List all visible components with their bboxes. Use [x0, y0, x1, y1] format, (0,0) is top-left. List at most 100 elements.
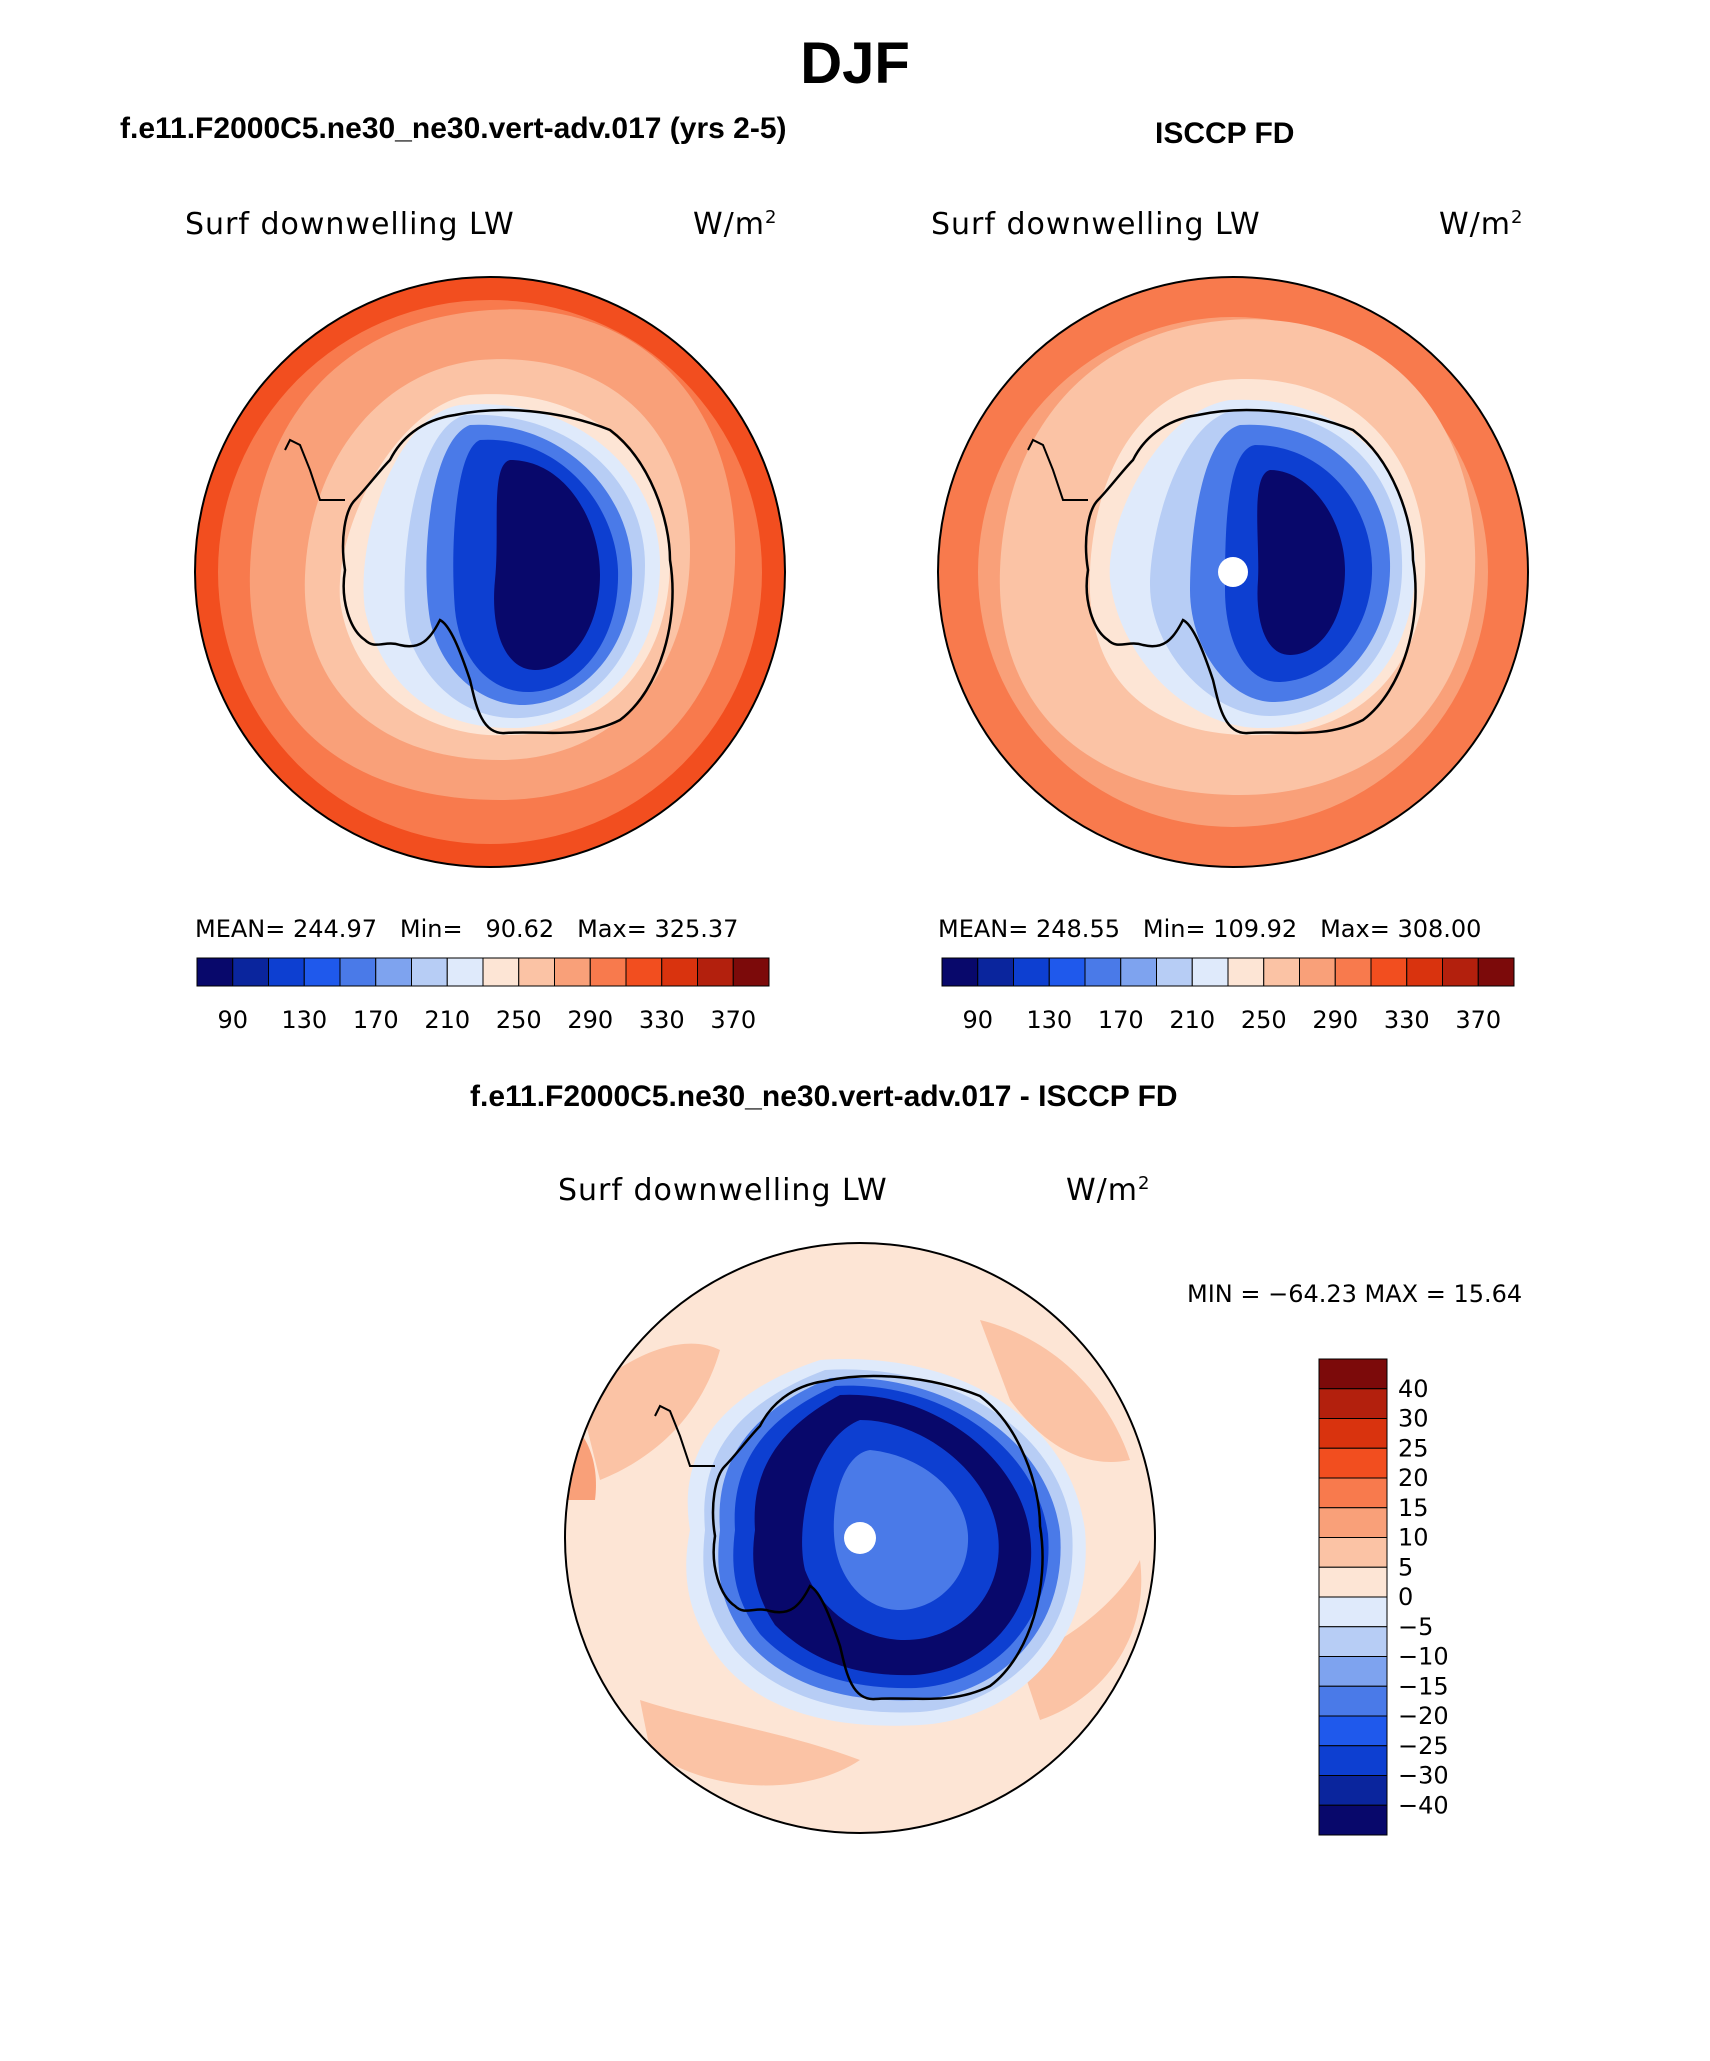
model-panel-title: f.e11.F2000C5.ne30_ne30.vert-adv.017 (yr…	[120, 112, 787, 145]
polar-gap-marker	[1218, 557, 1248, 587]
colorbar-tick-label: 330	[1384, 1006, 1430, 1034]
colorbar-swatch	[977, 957, 1014, 987]
colorbar-swatch	[1318, 1596, 1388, 1628]
colorbar-tick-label: 40	[1398, 1375, 1429, 1403]
diff-variable-label: Surf downwelling LW	[558, 1173, 888, 1208]
colorbar-tick-label: 90	[217, 1006, 248, 1034]
colorbar-swatch	[1370, 957, 1408, 987]
colorbar-swatch	[1048, 957, 1086, 987]
colorbar-tick-label: 15	[1398, 1494, 1429, 1522]
colorbar-swatch	[232, 957, 269, 987]
diff-map-border	[564, 1242, 1156, 1834]
colorbar-swatch	[1318, 1358, 1388, 1390]
colorbar-swatch	[1318, 1537, 1388, 1568]
obs-units-label: W/m2	[1439, 207, 1524, 242]
colorbar-tick-label: −5	[1398, 1613, 1433, 1641]
colorbar-swatch	[1263, 957, 1300, 987]
diff-minmax: MIN = −64.23 MAX = 15.64	[1187, 1280, 1523, 1308]
antarctic-peninsula	[1027, 438, 1088, 501]
colorbar-swatch	[1156, 957, 1193, 987]
colorbar-tick-label: 290	[1312, 1006, 1358, 1034]
colorbar-tick-label: 210	[424, 1006, 470, 1034]
colorbar-swatch	[268, 957, 305, 987]
colorbar-swatch	[1318, 1477, 1388, 1509]
colorbar-tick-label: 10	[1398, 1524, 1429, 1552]
colorbar-swatch	[1318, 1626, 1388, 1657]
colorbar-swatch	[661, 957, 698, 987]
main-title: DJF	[800, 31, 910, 96]
colorbar-tick-label: 130	[1026, 1006, 1072, 1034]
colorbar-swatch	[1191, 957, 1229, 987]
model-variable-label: Surf downwelling LW	[185, 207, 515, 242]
colorbar-tick-label: 25	[1398, 1434, 1429, 1462]
model-stats: MEAN= 244.97 Min= 90.62 Max= 325.37	[195, 915, 739, 943]
obs-variable-label: Surf downwelling LW	[931, 207, 1261, 242]
model-map-border	[194, 276, 786, 868]
colorbar-tick-label: 20	[1398, 1464, 1429, 1492]
colorbar-swatch	[1334, 957, 1372, 987]
colorbar-swatch	[941, 957, 979, 987]
colorbar-tick-label: −40	[1398, 1791, 1449, 1819]
colorbar-swatch	[1318, 1447, 1388, 1479]
obs-colorbar: 90 130 170 210 250 290 330 370	[941, 957, 1515, 1034]
model-colorbar: 90 130 170 210 250 290 330 370	[196, 957, 770, 1034]
colorbar-tick-label: 210	[1169, 1006, 1215, 1034]
antarctica-coastline	[711, 1374, 1044, 1701]
colorbar-swatch	[554, 957, 591, 987]
colorbar-swatch	[411, 957, 448, 987]
polar-gap-marker	[844, 1522, 876, 1554]
obs-panel-title: ISCCP FD	[1155, 117, 1295, 150]
antarctic-peninsula	[284, 438, 345, 501]
colorbar-tick-label: 30	[1398, 1405, 1429, 1433]
colorbar-tick-label: 5	[1398, 1553, 1413, 1581]
colorbar-tick-label: 90	[962, 1006, 993, 1034]
colorbar-swatch	[196, 957, 234, 987]
colorbar-swatch	[1318, 1566, 1388, 1598]
colorbar-tick-label: −20	[1398, 1702, 1449, 1730]
colorbar-swatch	[1120, 957, 1157, 987]
colorbar-swatch	[1084, 957, 1122, 987]
model-units-label: W/m2	[693, 207, 778, 242]
obs-stats: MEAN= 248.55 Min= 109.92 Max= 308.00	[938, 915, 1482, 943]
colorbar-tick-label: −15	[1398, 1672, 1449, 1700]
colorbar-swatch	[518, 957, 555, 987]
obs-map-border	[937, 276, 1529, 868]
colorbar-swatch	[1318, 1804, 1388, 1836]
colorbar-swatch	[625, 957, 663, 987]
colorbar-tick-label: 170	[1098, 1006, 1144, 1034]
colorbar-swatch	[1318, 1507, 1388, 1538]
colorbar-swatch	[1318, 1418, 1388, 1449]
diff-units-label: W/m2	[1066, 1173, 1151, 1208]
colorbar-tick-label: −30	[1398, 1762, 1449, 1790]
diff-panel-title: f.e11.F2000C5.ne30_ne30.vert-adv.017 - I…	[470, 1080, 1178, 1113]
colorbar-swatch	[1227, 957, 1265, 987]
colorbar-tick-label: 250	[496, 1006, 542, 1034]
colorbar-swatch	[446, 957, 484, 987]
colorbar-tick-label: −25	[1398, 1732, 1449, 1760]
colorbar-swatch	[732, 957, 770, 987]
colorbar-tick-label: 370	[710, 1006, 756, 1034]
colorbar-tick-label: −10	[1398, 1643, 1449, 1671]
colorbar-swatch	[1318, 1745, 1388, 1776]
colorbar-swatch	[1318, 1656, 1388, 1687]
colorbar-swatch	[1406, 957, 1443, 987]
antarctica-coastline	[1084, 408, 1417, 735]
colorbar-swatch	[1299, 957, 1336, 987]
colorbar-swatch	[1318, 1715, 1388, 1747]
colorbar-tick-label: 170	[353, 1006, 399, 1034]
colorbar-tick-label: 130	[281, 1006, 327, 1034]
colorbar-swatch	[1442, 957, 1479, 987]
antarctic-peninsula	[654, 1404, 715, 1467]
antarctica-coastline	[341, 408, 674, 735]
colorbar-swatch	[1318, 1685, 1388, 1717]
colorbar-tick-label: 330	[639, 1006, 685, 1034]
colorbar-swatch	[1318, 1388, 1388, 1419]
colorbar-tick-label: 290	[567, 1006, 613, 1034]
colorbar-tick-label: 250	[1241, 1006, 1287, 1034]
colorbar-tick-label: 0	[1398, 1583, 1413, 1611]
colorbar-swatch	[1318, 1775, 1388, 1806]
